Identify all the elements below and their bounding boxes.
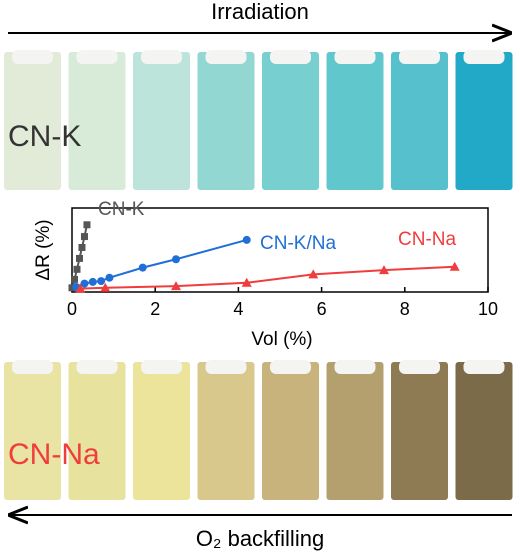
cuvette	[68, 362, 126, 500]
series-label: CN-K	[98, 199, 145, 220]
cuvette-cap	[334, 360, 376, 374]
marker	[241, 277, 252, 287]
cuvette-cap	[76, 360, 118, 374]
marker	[68, 284, 76, 292]
bottom-arrow-label: O₂ backfilling	[196, 526, 324, 551]
marker	[78, 243, 86, 251]
marker	[80, 279, 89, 288]
bottom-cuvettes	[4, 360, 513, 500]
marker	[73, 265, 81, 273]
x-tick-label: 2	[150, 299, 160, 319]
cuvette	[326, 362, 384, 500]
marker	[70, 275, 78, 283]
cuvette-cap	[141, 360, 182, 374]
x-tick-label: 6	[317, 299, 327, 319]
marker	[80, 233, 88, 241]
marker	[105, 273, 114, 282]
cuvette	[4, 362, 61, 500]
marker	[75, 283, 86, 293]
marker	[172, 255, 180, 264]
x-tick-label: 8	[400, 299, 410, 319]
marker	[88, 277, 97, 286]
cuvette	[391, 362, 448, 500]
top-row-label: CN-K	[8, 120, 81, 153]
x-tick-label: 4	[233, 299, 243, 319]
cuvette	[391, 52, 448, 190]
cuvette-cap	[270, 50, 311, 64]
cuvette-cap	[76, 50, 118, 64]
top-cuvettes	[4, 50, 513, 190]
cuvette-cap	[12, 50, 53, 64]
x-tick-label: 0	[67, 299, 77, 319]
cuvette	[455, 52, 513, 190]
x-axis-label: Vol (%)	[251, 329, 312, 350]
series-label: CN-K/Na	[260, 233, 336, 254]
series-label: CN-Na	[398, 229, 456, 250]
cuvette-cap	[270, 360, 311, 374]
cuvette-cap	[141, 50, 182, 64]
marker	[449, 261, 460, 271]
marker	[308, 269, 319, 279]
cuvette	[4, 52, 61, 190]
marker	[379, 265, 389, 275]
cuvette	[197, 362, 255, 500]
top-arrow-label: Irradiation	[211, 0, 309, 24]
chart: Vol (%) ΔR (%) 0 2 4 6 8 10 CN-K CN-K/Na CN-Na	[33, 199, 498, 350]
cuvette-cap	[205, 50, 247, 64]
cuvette	[197, 52, 255, 190]
plot-frame	[71, 207, 489, 293]
cuvette	[262, 52, 319, 190]
marker	[97, 277, 106, 286]
cuvette-cap	[205, 360, 247, 374]
cuvette	[133, 52, 190, 190]
marker	[75, 254, 83, 262]
marker	[138, 263, 147, 272]
cuvette	[133, 362, 190, 500]
cuvette	[68, 52, 126, 190]
y-axis-label: ΔR (%)	[33, 219, 54, 280]
marker	[242, 235, 251, 244]
cuvette-cap	[12, 360, 53, 374]
marker	[83, 221, 91, 229]
cuvette-cap	[399, 360, 440, 374]
cuvette-cap	[399, 50, 440, 64]
cuvette	[326, 52, 384, 190]
x-tick-label: 10	[478, 299, 498, 319]
cuvette	[455, 362, 513, 500]
bottom-row-label: CN-Na	[8, 438, 100, 471]
marker	[100, 282, 111, 292]
cuvette-cap	[463, 360, 505, 374]
marker	[171, 281, 181, 291]
cuvette	[262, 362, 319, 500]
cuvette-cap	[334, 50, 376, 64]
cuvette-cap	[463, 50, 505, 64]
